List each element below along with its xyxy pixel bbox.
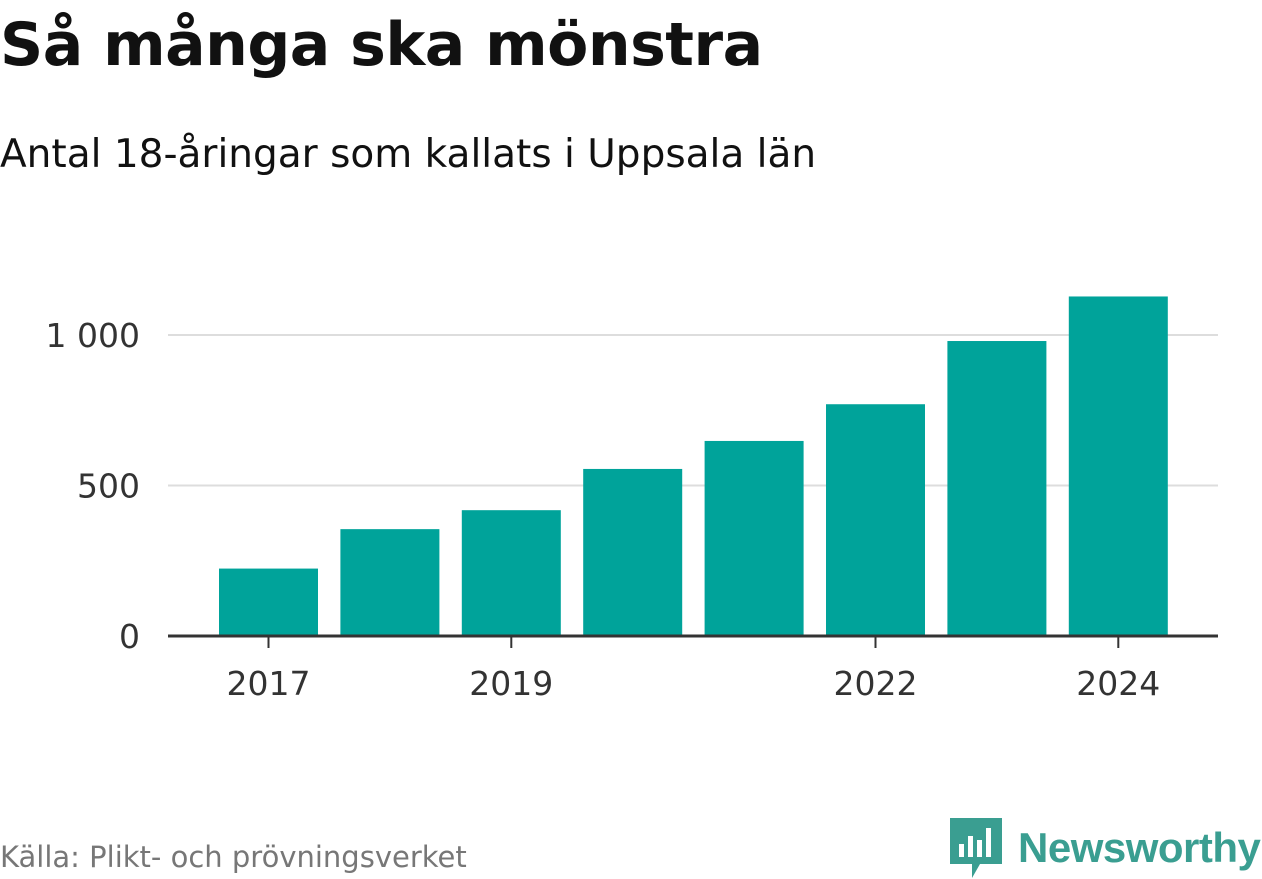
bar-2020 <box>583 468 683 636</box>
chart-subtitle: Antal 18-åringar som kallats i Uppsala l… <box>0 132 817 177</box>
y-tick-label: 1 000 <box>46 316 140 355</box>
chart-title: Så många ska mönstra <box>0 10 763 80</box>
x-tick-label: 2017 <box>227 664 311 703</box>
gridlines <box>168 334 1218 487</box>
x-tick-label: 2024 <box>1076 664 1160 703</box>
x-tick-label: 2022 <box>834 664 918 703</box>
bar-2021 <box>704 440 804 636</box>
y-axis-ticks: 0 500 1 000 <box>46 316 140 656</box>
x-axis-ticks: 2017 2019 2022 2024 <box>227 636 1160 703</box>
newsworthy-logo: Newsworthy <box>950 818 1261 878</box>
y-tick-label: 500 <box>77 467 140 506</box>
brand-name: Newsworthy <box>1018 824 1261 871</box>
bar-2017 <box>219 568 318 636</box>
bar-chart-logo-icon <box>950 818 1002 878</box>
bars <box>219 296 1168 636</box>
bar-2018 <box>340 529 440 636</box>
source-note: Källa: Plikt- och prövningsverket <box>0 840 467 874</box>
bar-2022 <box>826 404 925 636</box>
bar-2024 <box>1068 296 1168 636</box>
y-tick-label: 0 <box>119 617 140 656</box>
bar-2019 <box>461 510 561 636</box>
bar-2023 <box>947 341 1047 636</box>
x-tick-label: 2019 <box>469 664 553 703</box>
